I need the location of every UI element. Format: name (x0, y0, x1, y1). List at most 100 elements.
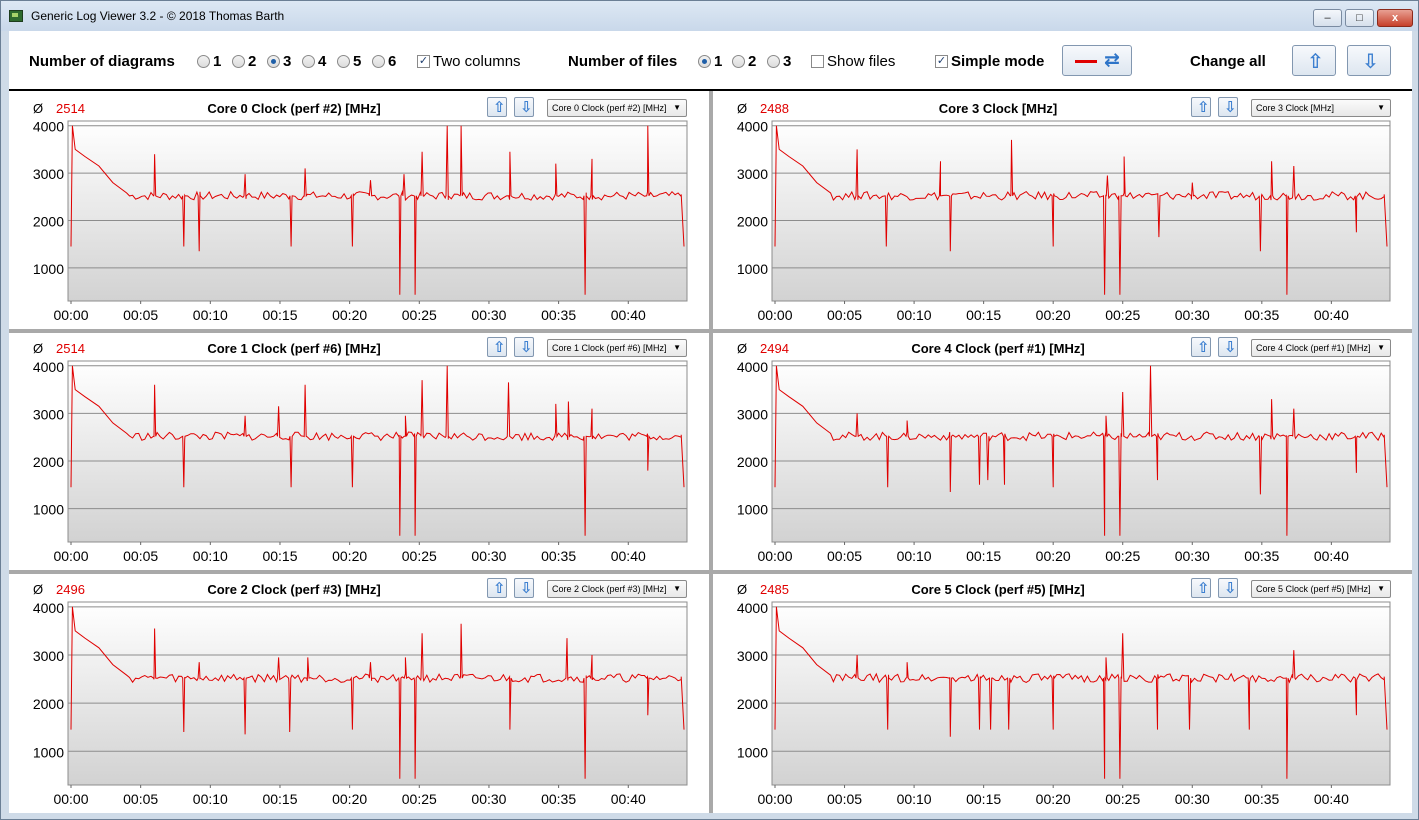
diagram-radio-6-label[interactable]: 6 (388, 53, 397, 70)
file-radio-2-label[interactable]: 2 (748, 53, 757, 70)
x-tick-label: 00:15 (966, 791, 1001, 807)
x-tick-label: 00:10 (193, 548, 228, 564)
move-down-button[interactable]: ⇩ (1218, 337, 1238, 357)
chevron-down-icon: ▼ (673, 103, 681, 112)
close-button[interactable]: x (1377, 9, 1413, 27)
move-down-button[interactable]: ⇩ (1218, 578, 1238, 598)
plot-area (771, 360, 1391, 543)
move-down-button[interactable]: ⇩ (1218, 97, 1238, 117)
series-select-value: Core 4 Clock (perf #1) [MHz] (1256, 343, 1371, 353)
diagram-panel: Ø 2514 Core 1 Clock (perf #6) [MHz] ⇧ ⇩ Core … (9, 333, 709, 570)
diagram-radio-2[interactable] (232, 55, 245, 68)
column-separator[interactable] (709, 91, 713, 813)
simple-mode-checkbox[interactable]: ✓ (935, 55, 948, 68)
two-columns-label[interactable]: Two columns (433, 53, 521, 70)
diagram-panel: Ø 2488 Core 3 Clock [MHz] ⇧ ⇩ Core 3 Clock [M… (713, 93, 1412, 329)
diagram-radio-2-label[interactable]: 2 (248, 53, 257, 70)
x-tick-label: 00:20 (332, 548, 367, 564)
x-tick-label: 00:15 (262, 548, 297, 564)
y-tick-label: 2000 (737, 213, 768, 229)
series-select[interactable]: Core 5 Clock (perf #5) [MHz] ▼ (1251, 580, 1391, 598)
y-tick-label: 4000 (737, 359, 768, 375)
x-tick-label: 00:40 (1314, 307, 1349, 323)
x-tick-label: 00:30 (471, 548, 506, 564)
move-up-button[interactable]: ⇧ (487, 337, 507, 357)
average-symbol: Ø (737, 582, 748, 597)
move-down-button[interactable]: ⇩ (514, 337, 534, 357)
title-bar[interactable]: Generic Log Viewer 3.2 - © 2018 Thomas B… (1, 1, 1418, 31)
file-radio-3[interactable] (767, 55, 780, 68)
diagram-radio-4[interactable] (302, 55, 315, 68)
series-select[interactable]: Core 2 Clock (perf #3) [MHz] ▼ (547, 580, 687, 598)
x-tick-label: 00:25 (402, 791, 437, 807)
series-select-value: Core 2 Clock (perf #3) [MHz] (552, 584, 667, 594)
move-up-button[interactable]: ⇧ (1191, 578, 1211, 598)
diagram-radio-3[interactable] (267, 55, 280, 68)
simple-mode-label[interactable]: Simple mode (951, 53, 1045, 70)
diagram-radio-3-label[interactable]: 3 (283, 53, 292, 70)
toolbar: Number of diagrams 1 2 3 4 5 6 ✓ Two col… (9, 31, 1412, 91)
arrow-up-icon: ⇧ (493, 339, 506, 356)
row-separator-1[interactable] (9, 329, 1412, 333)
move-all-down-button[interactable]: ⇩ (1347, 45, 1391, 76)
x-tick-label: 00:40 (611, 791, 646, 807)
y-tick-label: 3000 (33, 166, 64, 182)
move-up-button[interactable]: ⇧ (1191, 97, 1211, 117)
y-tick-label: 1000 (33, 744, 64, 760)
chevron-down-icon: ▼ (673, 343, 681, 352)
file-radio-3-label[interactable]: 3 (783, 53, 792, 70)
x-tick-label: 00:05 (123, 548, 158, 564)
line-chart[interactable]: 1000 2000 3000 4000 00:00 00:05 00:10 00:15 00:2… (9, 93, 709, 329)
line-chart[interactable]: 1000 2000 3000 4000 00:00 00:05 00:10 00:15 00:2… (9, 333, 709, 570)
show-files-label[interactable]: Show files (827, 53, 896, 70)
show-files-checkbox[interactable] (811, 55, 824, 68)
diagram-radio-4-label[interactable]: 4 (318, 53, 327, 70)
diagram-radio-1-label[interactable]: 1 (213, 53, 222, 70)
diagram-radio-5[interactable] (337, 55, 350, 68)
arrow-up-icon: ⇧ (1197, 339, 1210, 356)
x-tick-label: 00:25 (1105, 307, 1140, 323)
y-tick-label: 3000 (737, 406, 768, 422)
series-select[interactable]: Core 1 Clock (perf #6) [MHz] ▼ (547, 339, 687, 357)
move-up-button[interactable]: ⇧ (1191, 337, 1211, 357)
diagrams-count-label: Number of diagrams (29, 53, 175, 70)
line-chart[interactable]: 1000 2000 3000 4000 00:00 00:05 00:10 00:15 00:2… (713, 93, 1412, 329)
arrow-up-icon: ⇧ (493, 99, 506, 116)
series-select[interactable]: Core 0 Clock (perf #2) [MHz] ▼ (547, 99, 687, 117)
x-tick-label: 00:35 (541, 791, 576, 807)
x-tick-label: 00:10 (897, 548, 932, 564)
row-separator-2[interactable] (9, 570, 1412, 574)
x-tick-label: 00:05 (827, 548, 862, 564)
line-color-swap-button[interactable]: ⇄ (1062, 45, 1132, 76)
y-tick-label: 2000 (33, 213, 64, 229)
x-tick-label: 00:15 (262, 791, 297, 807)
line-chart[interactable]: 1000 2000 3000 4000 00:00 00:05 00:10 00:15 00:2… (713, 333, 1412, 570)
series-select-value: Core 3 Clock [MHz] (1256, 103, 1335, 113)
diagram-radio-1[interactable] (197, 55, 210, 68)
move-down-button[interactable]: ⇩ (514, 578, 534, 598)
move-down-button[interactable]: ⇩ (514, 97, 534, 117)
average-value: 2494 (760, 341, 789, 356)
file-radio-1-label[interactable]: 1 (714, 53, 723, 70)
line-chart[interactable]: 1000 2000 3000 4000 00:00 00:05 00:10 00:15 00:2… (9, 574, 709, 813)
series-select[interactable]: Core 4 Clock (perf #1) [MHz] ▼ (1251, 339, 1391, 357)
x-tick-label: 00:20 (332, 307, 367, 323)
minimize-button[interactable]: – (1313, 9, 1342, 27)
x-tick-label: 00:30 (1175, 548, 1210, 564)
two-columns-checkbox[interactable]: ✓ (417, 55, 430, 68)
line-chart[interactable]: 1000 2000 3000 4000 00:00 00:05 00:10 00:15 00:2… (713, 574, 1412, 813)
chevron-down-icon: ▼ (1377, 584, 1385, 593)
file-radio-1[interactable] (698, 55, 711, 68)
y-tick-label: 1000 (737, 502, 768, 518)
x-tick-label: 00:30 (471, 307, 506, 323)
maximize-button[interactable]: □ (1345, 9, 1374, 27)
diagram-radio-5-label[interactable]: 5 (353, 53, 362, 70)
series-select[interactable]: Core 3 Clock [MHz] ▼ (1251, 99, 1391, 117)
move-up-button[interactable]: ⇧ (487, 97, 507, 117)
move-all-up-button[interactable]: ⇧ (1292, 45, 1336, 76)
file-radio-2[interactable] (732, 55, 745, 68)
x-tick-label: 00:30 (1175, 791, 1210, 807)
chart-title: Core 3 Clock [MHz] (938, 101, 1058, 116)
move-up-button[interactable]: ⇧ (487, 578, 507, 598)
diagram-radio-6[interactable] (372, 55, 385, 68)
